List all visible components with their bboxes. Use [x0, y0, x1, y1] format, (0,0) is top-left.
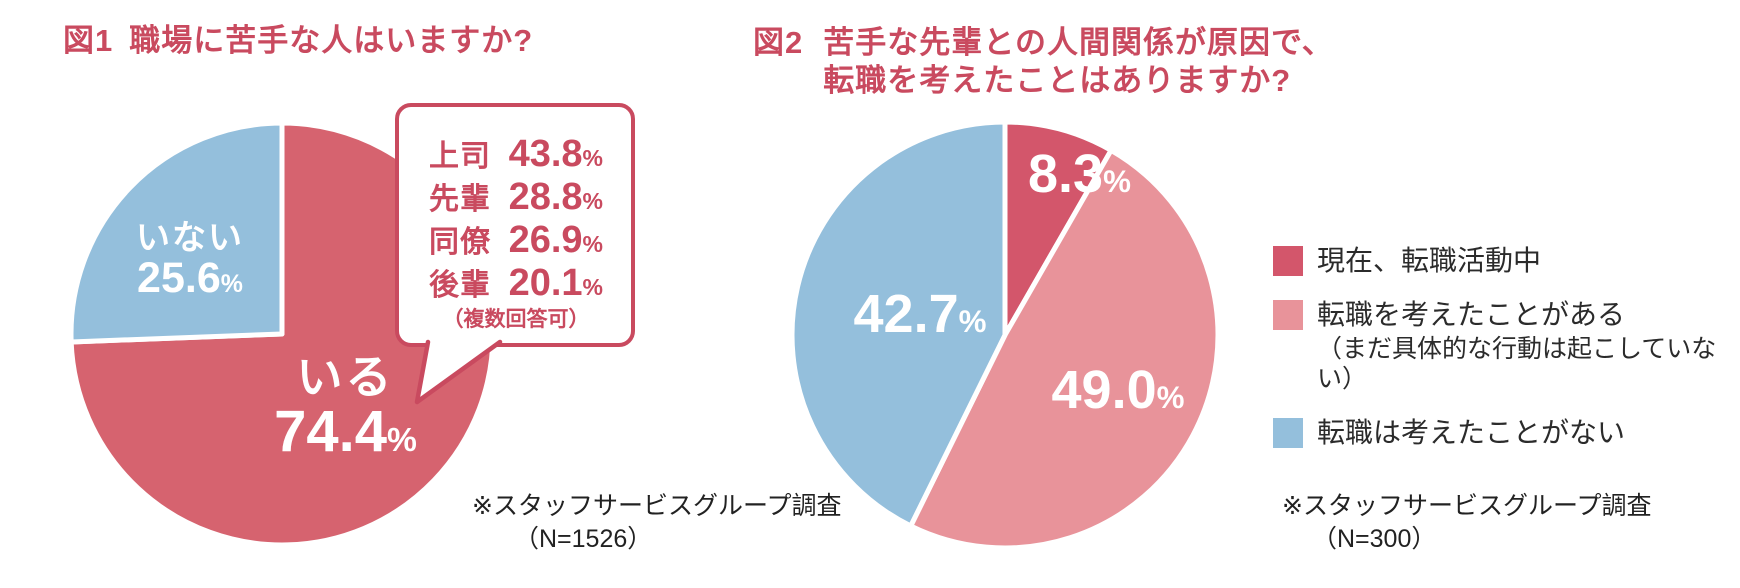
pie2-considered-value: 49.0%: [1022, 362, 1214, 418]
figure2-pie-chart: [789, 119, 1221, 551]
figure2-title-lines: 苦手な先輩との人間関係が原因で、 転職を考えたことはありますか?: [823, 24, 1333, 100]
pie2-never-percent-sign: %: [958, 304, 987, 339]
pie-slice-0: [1002, 119, 1114, 338]
figure2-title: 図2 苦手な先輩との人間関係が原因で、 転職を考えたことはありますか?: [753, 24, 1334, 100]
callout-label-senior: 先輩: [429, 183, 491, 216]
figure1-source-line2: （N=1526）: [514, 525, 653, 553]
pie-slice-2: [789, 119, 1008, 529]
legend-swatch-never: [1273, 418, 1303, 448]
figure1-title-text: 職場に苦手な人はいますか?: [129, 23, 534, 58]
pie-slice-1: [908, 147, 1221, 551]
callout-percent-sign: %: [582, 188, 603, 214]
callout-multiple-answers-note: （複数回答可）: [442, 308, 590, 331]
callout-label-colleague: 同僚: [429, 226, 491, 259]
callout-number-senior: 28.8: [508, 176, 583, 218]
figure1-source-note: ※スタッフサービスグループ調査 （N=1526）: [472, 490, 841, 556]
legend-item-considered: 転職を考えたことがある （まだ具体的な行動は起こしていない）: [1273, 300, 1740, 394]
pie1-yes-text: いる: [296, 351, 395, 403]
pie1-no-text: いない: [136, 219, 244, 257]
pie2-never-number: 42.7: [853, 284, 959, 344]
legend-label-active: 現在、転職活動中: [1317, 245, 1542, 276]
pie1-no-number: 25.6: [137, 254, 221, 303]
pie2-slice-label-never: 42.7%: [825, 286, 1015, 342]
callout-percent-sign: %: [582, 231, 603, 257]
figure2-number: 図2: [753, 25, 804, 60]
figure2-source-line2: （N=300）: [1312, 525, 1437, 553]
callout-row-junior: 後輩 20.1%: [429, 260, 603, 304]
callout-value-boss: 43.8%: [509, 133, 603, 176]
legend-item-considered-row: 転職を考えたことがある: [1273, 300, 1740, 330]
callout-tail-border: [414, 339, 503, 405]
legend-swatch-active: [1273, 246, 1303, 276]
pie2-active-value: 8.3%: [1028, 146, 1131, 202]
callout-tail: [414, 339, 503, 405]
callout-label-junior: 後輩: [429, 269, 491, 302]
figure2-title-line2: 転職を考えたことはありますか?: [823, 63, 1292, 98]
figure1-breakdown-callout: 上司 43.8% 先輩 28.8% 同僚 26.9% 後輩 20.1% （複数回…: [395, 103, 635, 347]
callout-number-boss: 43.8: [508, 133, 583, 175]
pie1-yes-number: 74.4: [274, 398, 387, 464]
pie2-considered-percent-sign: %: [1156, 380, 1185, 415]
figure1-source-line1: ※スタッフサービスグループ調査: [472, 492, 842, 520]
figure1-pie-chart: [68, 120, 496, 548]
legend-label-considered: 転職を考えたことがある: [1317, 299, 1626, 330]
pie1-yes-value: 74.4%: [243, 398, 448, 464]
figure2-title-line1: 苦手な先輩との人間関係が原因で、: [823, 25, 1334, 60]
callout-value-junior: 20.1%: [509, 262, 603, 305]
callout-row-colleague: 同僚 26.9%: [429, 217, 603, 261]
pie2-never-value: 42.7%: [825, 286, 1015, 342]
pie1-no-percent-sign: %: [220, 270, 243, 299]
callout-number-colleague: 26.9: [508, 219, 583, 261]
figure2-source-line1: ※スタッフサービスグループ調査: [1282, 492, 1652, 520]
pie2-active-number: 8.3: [1028, 144, 1104, 204]
callout-value-senior: 28.8%: [509, 176, 603, 219]
legend-label-never: 転職は考えたことがない: [1317, 417, 1626, 448]
pie1-yes-percent-sign: %: [386, 421, 417, 459]
figure2-source-note: ※スタッフサービスグループ調査 （N=300）: [1282, 490, 1651, 556]
figure1-title: 図1 職場に苦手な人はいますか?: [63, 22, 533, 60]
legend-sublabel-considered: （まだ具体的な行動は起こしていない）: [1317, 335, 1717, 393]
callout-label-boss: 上司: [429, 140, 491, 173]
legend-item-active: 現在、転職活動中: [1273, 246, 1740, 276]
callout-percent-sign: %: [582, 274, 603, 300]
callout-number-junior: 20.1: [508, 262, 583, 304]
callout-row-senior: 先輩 28.8%: [429, 174, 603, 218]
callout-row-boss: 上司 43.8%: [429, 131, 603, 175]
pie-slice-1: [68, 120, 285, 345]
pie1-no-value: 25.6%: [95, 256, 285, 301]
legend-item-never: 転職は考えたことがない: [1273, 418, 1740, 448]
pie1-slice-label-no: いない 25.6%: [95, 219, 285, 301]
pie2-slice-label-considered: 49.0%: [1022, 362, 1214, 418]
callout-value-colleague: 26.9%: [509, 219, 603, 262]
figure1-number: 図1: [63, 23, 114, 58]
callout-percent-sign: %: [582, 145, 603, 171]
pie2-active-percent-sign: %: [1103, 164, 1131, 199]
pie1-slice-label-yes: いる 74.4%: [243, 351, 448, 464]
pie2-slice-label-active: 8.3%: [1028, 146, 1131, 202]
figure2-legend: 現在、転職活動中 転職を考えたことがある （まだ具体的な行動は起こしていない） …: [1273, 246, 1740, 472]
legend-swatch-considered: [1273, 300, 1303, 330]
pie2-considered-number: 49.0: [1051, 360, 1157, 420]
